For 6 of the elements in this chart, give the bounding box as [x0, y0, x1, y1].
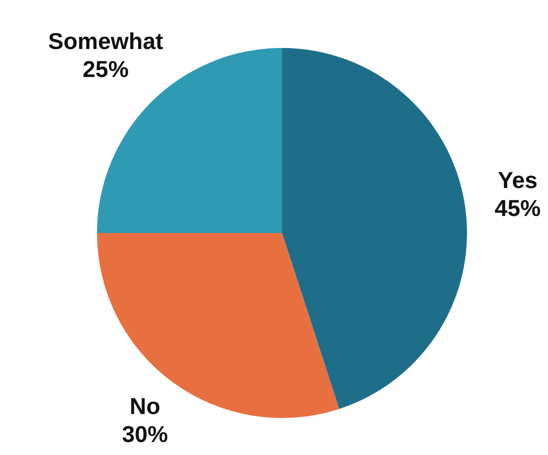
data-label: 45% [494, 195, 541, 222]
slice-label: Somewhat [48, 28, 164, 54]
data-label: 30% [122, 420, 168, 447]
slice-label: Yes [498, 167, 538, 194]
slice-label: No [130, 392, 160, 419]
data-label: 25% [82, 56, 129, 82]
